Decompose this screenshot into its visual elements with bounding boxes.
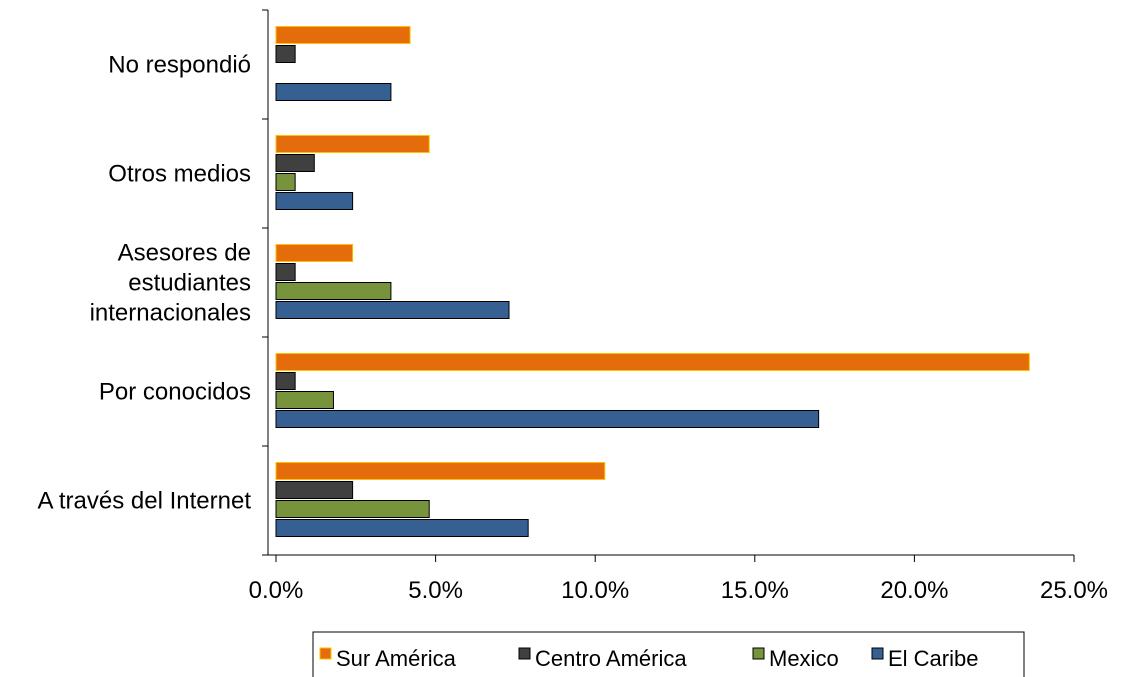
bar-no-respondi--sur-am-rica <box>275 26 411 44</box>
bar-asesores-de-estudiantes-internacionales-el-caribe <box>275 301 510 319</box>
bar-a-trav-s-del-internet-centro-am-rica <box>275 481 354 499</box>
bar-otros-medios-sur-am-rica <box>275 135 430 153</box>
x-tick-label: 0.0% <box>249 577 304 604</box>
legend-label: Sur América <box>336 646 457 671</box>
legend: Sur América Centro América Mexico El Caribe <box>312 631 1025 677</box>
legend-label: El Caribe <box>888 646 978 671</box>
legend-swatch <box>518 647 531 660</box>
category-label: Asesores de estudiantes internacionales <box>90 240 251 327</box>
category-label: Por conocidos <box>99 379 251 406</box>
bar-por-conocidos-mexico <box>275 391 334 409</box>
category-labels: A través del Internet Por conocidos Asesor… <box>38 52 252 515</box>
x-tick-label: 5.0% <box>408 577 463 604</box>
bar-a-trav-s-del-internet-mexico <box>275 500 430 518</box>
legend-swatch <box>319 647 332 660</box>
bar-asesores-de-estudiantes-internacionales-centro-am-rica <box>275 263 296 281</box>
category-label: No respondió <box>108 52 251 79</box>
bar-por-conocidos-sur-am-rica <box>275 353 1030 371</box>
x-tick-label: 15.0% <box>721 577 789 604</box>
x-tick-label: 20.0% <box>880 577 948 604</box>
legend-label: Mexico <box>769 646 839 671</box>
bar-asesores-de-estudiantes-internacionales-sur-am-rica <box>275 244 354 262</box>
bar-otros-medios-mexico <box>275 173 296 191</box>
legend-swatch <box>752 647 765 660</box>
bars-group <box>275 26 1030 537</box>
category-label: Otros medios <box>108 161 251 188</box>
x-tick-label: 10.0% <box>561 577 629 604</box>
legend-swatch <box>871 647 884 660</box>
x-tick-label: 25.0% <box>1040 577 1108 604</box>
category-label: A través del Internet <box>38 488 252 515</box>
bar-a-trav-s-del-internet-sur-am-rica <box>275 462 606 480</box>
bar-por-conocidos-centro-am-rica <box>275 372 296 390</box>
x-tick-labels: 0.0% 5.0% 10.0% 15.0% 20.0% 25.0% <box>249 577 1108 604</box>
bar-otros-medios-el-caribe <box>275 192 354 210</box>
bar-no-respondi--el-caribe <box>275 83 392 101</box>
bar-no-respondi--centro-am-rica <box>275 45 296 63</box>
bar-asesores-de-estudiantes-internacionales-mexico <box>275 282 392 300</box>
bar-a-trav-s-del-internet-el-caribe <box>275 519 529 537</box>
axes-group <box>262 9 1075 562</box>
bar-otros-medios-centro-am-rica <box>275 154 315 172</box>
legend-label: Centro América <box>535 646 687 671</box>
legend-box <box>312 631 1025 677</box>
bar-por-conocidos-el-caribe <box>275 410 820 428</box>
